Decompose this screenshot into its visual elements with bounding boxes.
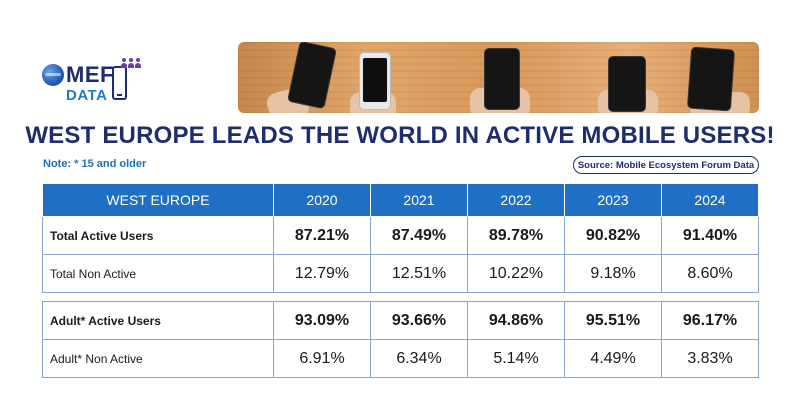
table-row: Total Active Users 87.21% 87.49% 89.78% … xyxy=(42,216,759,255)
cell-value: 8.60% xyxy=(661,254,759,293)
page-title: WEST EUROPE LEADS THE WORLD IN ACTIVE MO… xyxy=(25,122,775,149)
table-row: Adult* Non Active 6.91% 6.34% 5.14% 4.49… xyxy=(42,339,759,378)
cell-value: 95.51% xyxy=(564,301,662,340)
row-label: Adult* Active Users xyxy=(42,301,274,340)
note-text: Note: * 15 and older xyxy=(43,158,147,170)
cell-value: 9.18% xyxy=(564,254,662,293)
globe-icon xyxy=(42,64,64,86)
mef-data-logo: MEF DATA xyxy=(40,44,150,110)
phone-image xyxy=(686,46,736,112)
cell-value: 93.66% xyxy=(370,301,468,340)
source-badge: Source: Mobile Ecosystem Forum Data xyxy=(573,156,759,174)
header-year: 2021 xyxy=(370,183,468,217)
cell-value: 3.83% xyxy=(661,339,759,378)
table-row: Total Non Active 12.79% 12.51% 10.22% 9.… xyxy=(42,254,759,293)
cell-value: 6.34% xyxy=(370,339,468,378)
active-users-table: WEST EUROPE 2020 2021 2022 2023 2024 Tot… xyxy=(42,183,759,378)
row-label: Adult* Non Active xyxy=(42,339,274,378)
table-header-row: WEST EUROPE 2020 2021 2022 2023 2024 xyxy=(42,183,759,217)
phone-image xyxy=(608,56,646,112)
cell-value: 90.82% xyxy=(564,216,662,255)
header-region: WEST EUROPE xyxy=(42,183,274,217)
people-icon xyxy=(120,58,142,70)
cell-value: 94.86% xyxy=(467,301,565,340)
header-year: 2022 xyxy=(467,183,565,217)
cell-value: 91.40% xyxy=(661,216,759,255)
header-year: 2024 xyxy=(661,183,759,217)
header-year: 2020 xyxy=(273,183,371,217)
logo-text-mef: MEF xyxy=(66,62,114,87)
cell-value: 96.17% xyxy=(661,301,759,340)
phone-image xyxy=(484,48,520,110)
table-spacer xyxy=(42,292,759,302)
cell-value: 89.78% xyxy=(467,216,565,255)
phone-icon xyxy=(112,66,127,100)
cell-value: 87.49% xyxy=(370,216,468,255)
cell-value: 5.14% xyxy=(467,339,565,378)
logo-text-data: DATA xyxy=(66,87,108,104)
cell-value: 12.51% xyxy=(370,254,468,293)
cell-value: 6.91% xyxy=(273,339,371,378)
hands-holding-phones-banner xyxy=(238,42,759,113)
cell-value: 93.09% xyxy=(273,301,371,340)
row-label: Total Non Active xyxy=(42,254,274,293)
cell-value: 10.22% xyxy=(467,254,565,293)
cell-value: 4.49% xyxy=(564,339,662,378)
cell-value: 12.79% xyxy=(273,254,371,293)
row-label: Total Active Users xyxy=(42,216,274,255)
header-year: 2023 xyxy=(564,183,662,217)
cell-value: 87.21% xyxy=(273,216,371,255)
table-row: Adult* Active Users 93.09% 93.66% 94.86%… xyxy=(42,301,759,340)
